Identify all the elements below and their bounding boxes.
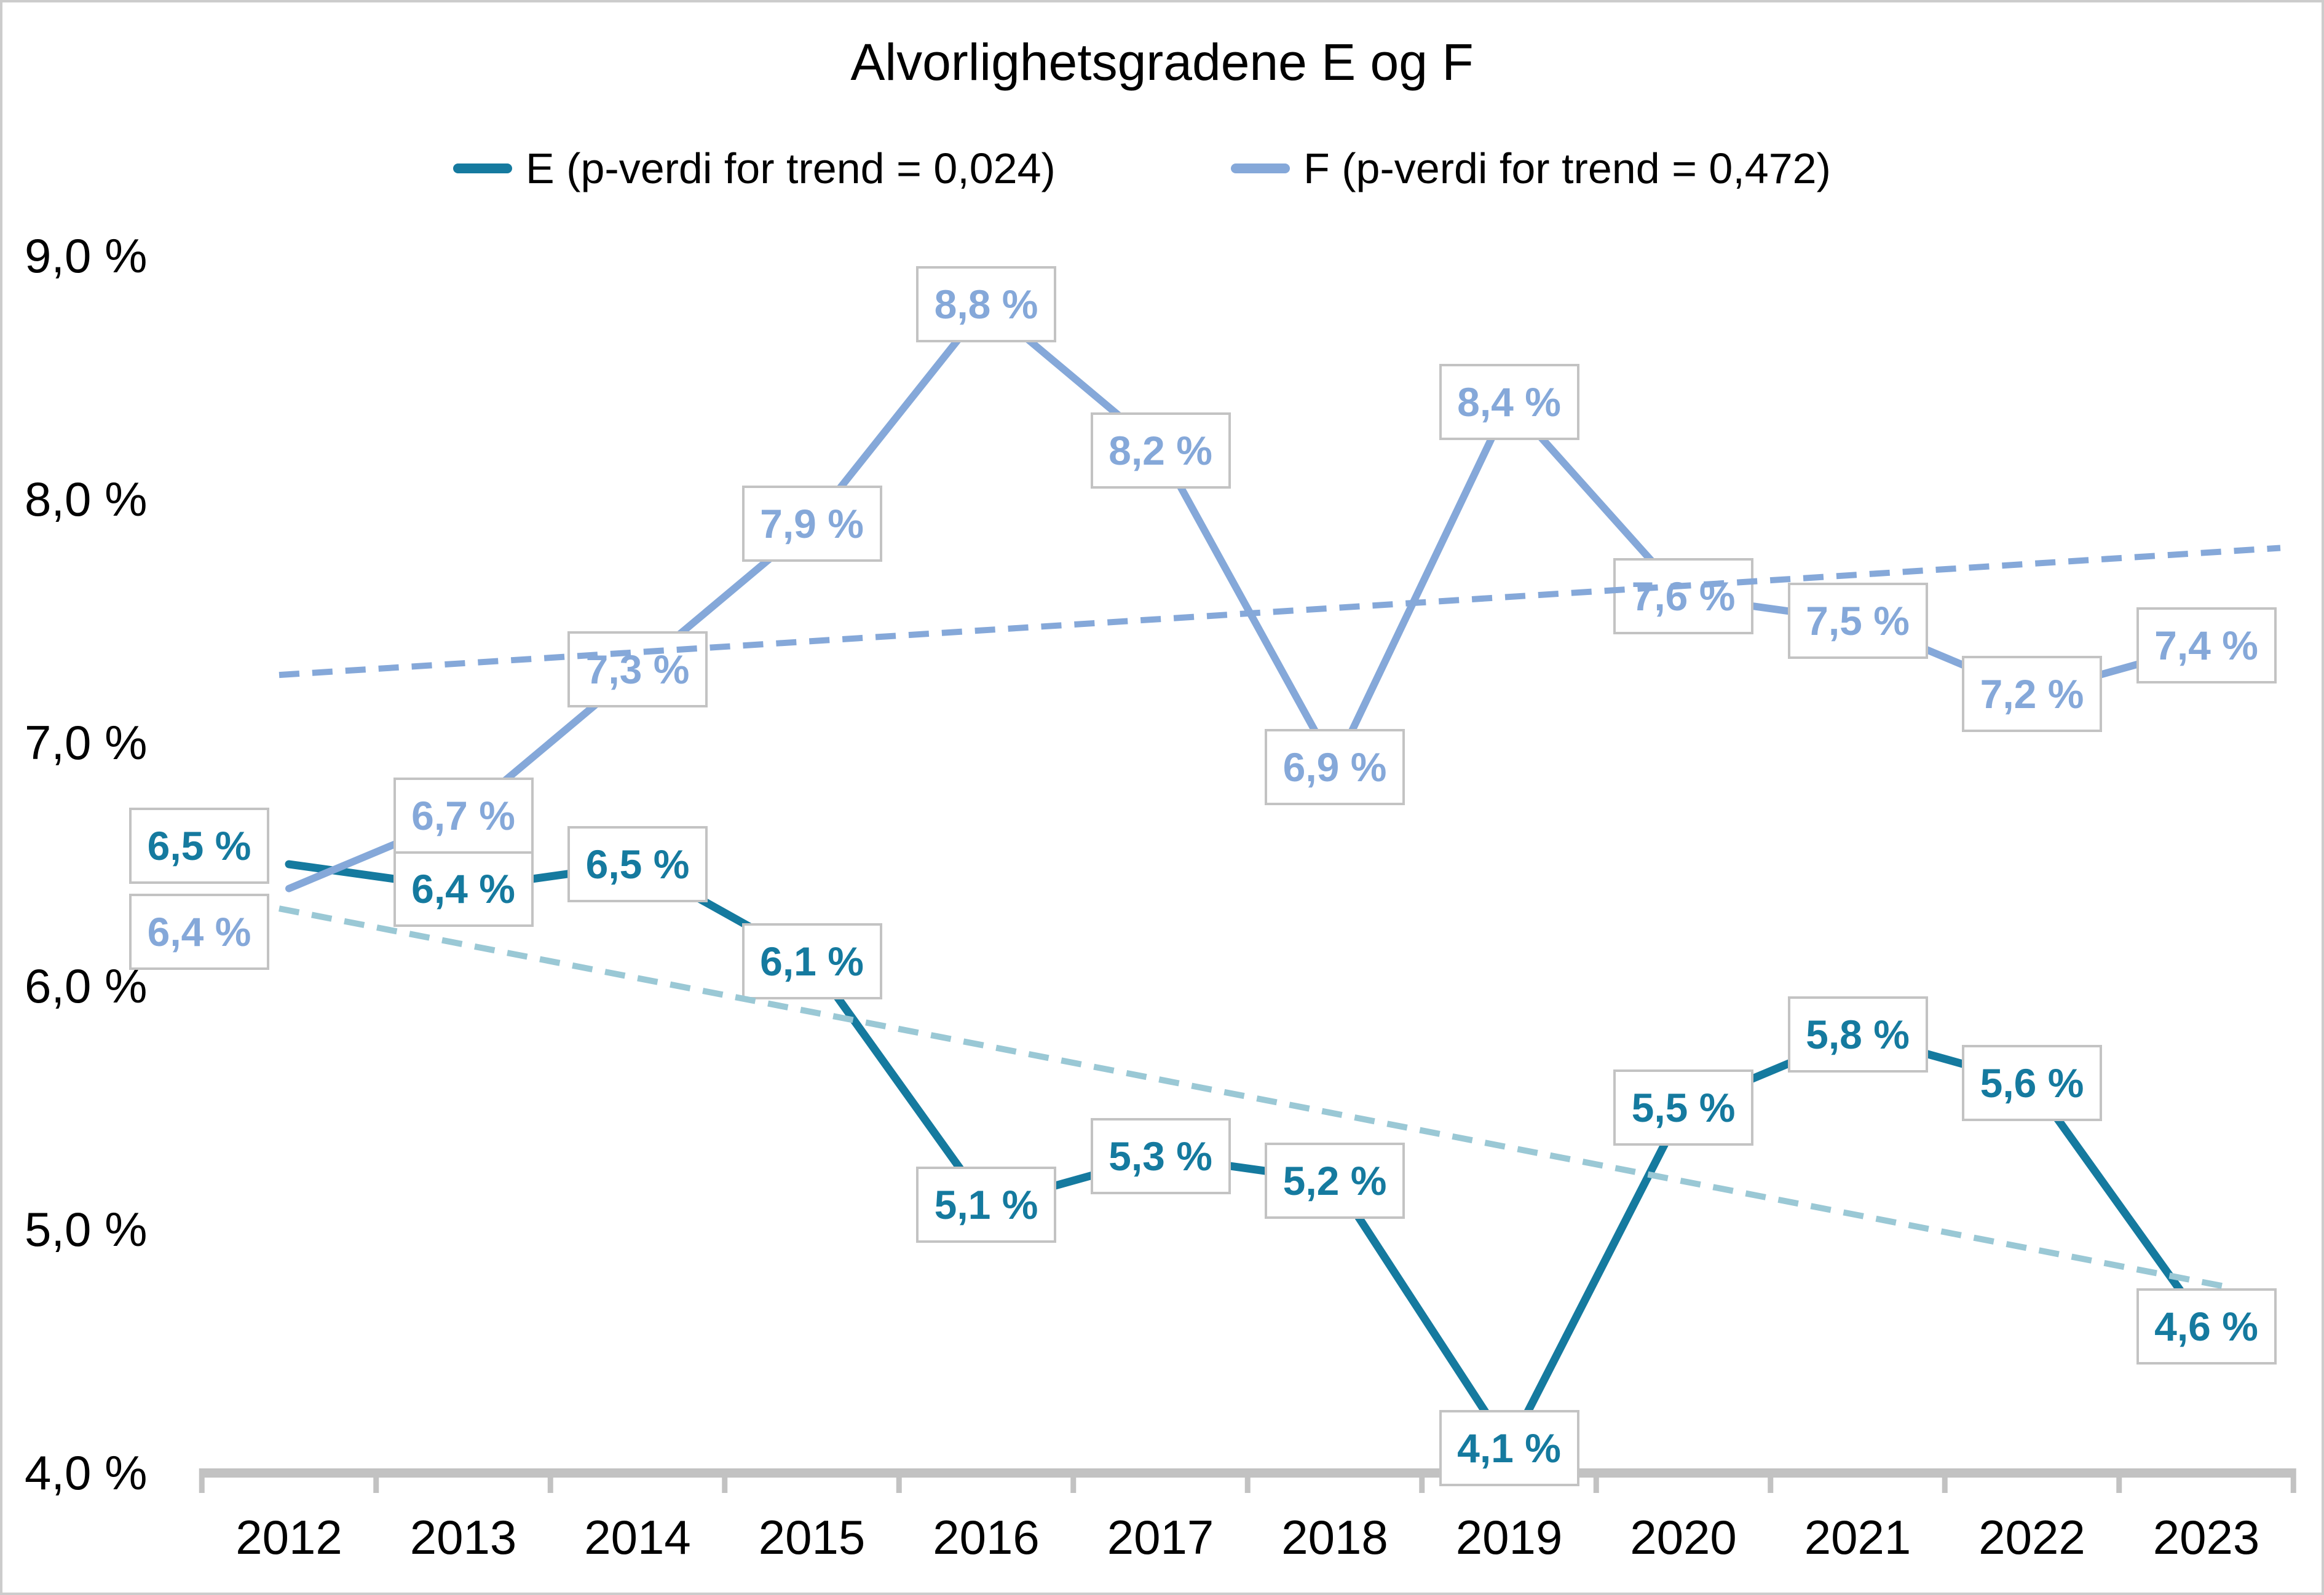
data-label-text: 6,4 % (411, 865, 515, 912)
x-axis-label: 2013 (409, 1510, 517, 1564)
data-label-e-2023: 4,6 % (2136, 1288, 2277, 1365)
data-label-text: 7,2 % (1980, 671, 2084, 717)
legend-item-e: E (p-verdi for trend = 0,024) (453, 139, 1056, 198)
x-axis-label: 2015 (758, 1510, 866, 1564)
x-axis-tick (722, 1468, 728, 1493)
data-label-f-2021: 7,5 % (1787, 583, 1928, 659)
data-label-text: 6,9 % (1283, 744, 1387, 790)
data-label-f-2023: 7,4 % (2136, 607, 2277, 683)
x-axis-tick (896, 1468, 902, 1493)
data-label-f-2019: 8,4 % (1439, 363, 1579, 440)
x-axis-tick (1419, 1468, 1425, 1493)
x-axis-tick (2290, 1468, 2296, 1493)
data-label-text: 5,5 % (1631, 1085, 1736, 1130)
x-axis-tick (1942, 1468, 1948, 1493)
data-label-text: 6,5 % (147, 823, 251, 868)
data-label-text: 5,3 % (1109, 1133, 1212, 1180)
legend-label-f: F (p-verdi for trend = 0,472) (1303, 144, 1831, 192)
x-axis-label: 2021 (1804, 1510, 1911, 1564)
data-label-f-2015: 7,9 % (741, 485, 882, 562)
data-label-f-2016: 8,8 % (916, 266, 1056, 343)
data-label-f-2018: 6,9 % (1265, 728, 1405, 805)
x-axis-label: 2012 (235, 1510, 342, 1564)
data-label-text: 6,5 % (585, 841, 690, 887)
data-label-text: 5,6 % (1980, 1060, 2084, 1106)
y-axis-label: 4,0 % (25, 1445, 148, 1500)
legend-item-f: F (p-verdi for trend = 0,472) (1231, 139, 1831, 198)
y-axis-label: 5,0 % (25, 1202, 148, 1256)
y-axis-label: 9,0 % (25, 228, 148, 283)
legend-swatch-e-line (453, 163, 512, 173)
data-label-text: 8,4 % (1457, 379, 1561, 425)
data-label-e-2022: 5,6 % (1962, 1045, 2102, 1122)
x-axis-label: 2017 (1107, 1510, 1214, 1564)
data-label-e-2016: 5,1 % (916, 1167, 1056, 1243)
data-label-e-2021: 5,8 % (1787, 996, 1928, 1073)
data-label-text: 5,8 % (1806, 1012, 1910, 1058)
data-label-e-2020: 5,5 % (1613, 1069, 1753, 1146)
data-label-text: 5,1 % (934, 1182, 1038, 1228)
data-label-text: 4,6 % (2154, 1304, 2258, 1350)
x-axis-tick (547, 1468, 553, 1493)
x-axis-label: 2022 (1978, 1510, 2085, 1564)
data-label-text: 5,2 % (1283, 1157, 1387, 1203)
data-label-text: 8,2 % (1109, 427, 1212, 473)
x-axis-tick (1244, 1468, 1251, 1493)
y-axis-label: 7,0 % (25, 715, 148, 770)
data-label-text: 6,1 % (760, 939, 864, 985)
data-label-text: 7,6 % (1631, 573, 1736, 620)
x-axis-label: 2020 (1630, 1510, 1737, 1564)
x-axis-tick (373, 1468, 379, 1493)
x-axis-tick (1593, 1468, 1599, 1493)
data-label-f-2012: 6,4 % (129, 893, 269, 970)
data-label-e-2012: 6,5 % (129, 808, 269, 884)
x-axis-label: 2014 (584, 1510, 691, 1564)
x-axis-label: 2016 (933, 1510, 1040, 1564)
legend-swatch-f-line (1231, 163, 1290, 173)
data-label-f-2014: 7,3 % (567, 631, 708, 708)
x-axis-tick (2116, 1468, 2122, 1493)
data-label-e-2018: 5,2 % (1265, 1142, 1405, 1219)
x-axis-tick (1070, 1468, 1077, 1493)
data-label-text: 8,8 % (934, 282, 1038, 328)
x-axis-label: 2018 (1281, 1510, 1388, 1564)
data-label-text: 7,3 % (585, 647, 690, 693)
data-label-f-2017: 8,2 % (1090, 412, 1231, 489)
data-label-text: 6,7 % (411, 792, 515, 838)
data-label-text: 7,4 % (2154, 622, 2258, 668)
data-label-text: 4,1 % (1457, 1425, 1561, 1471)
x-axis-tick (1768, 1468, 1774, 1493)
x-axis-tick (199, 1468, 205, 1493)
data-label-f-2013: 6,7 % (393, 777, 534, 854)
data-label-e-2014: 6,5 % (567, 826, 708, 902)
data-label-text: 6,4 % (147, 908, 251, 955)
data-label-e-2015: 6,1 % (741, 923, 882, 1000)
data-label-e-2013: 6,4 % (393, 850, 534, 927)
x-axis-label: 2019 (1455, 1510, 1563, 1564)
data-label-text: 7,5 % (1806, 598, 1910, 644)
data-label-e-2017: 5,3 % (1090, 1118, 1231, 1195)
y-axis-label: 6,0 % (25, 958, 148, 1013)
x-axis-label: 2023 (2152, 1510, 2260, 1564)
data-label-text: 7,9 % (760, 500, 864, 546)
y-axis-label: 8,0 % (25, 471, 148, 526)
data-label-f-2022: 7,2 % (1962, 655, 2102, 732)
chart-title: Alvorlighetsgradene E og F (850, 33, 1474, 91)
data-label-f-2020: 7,6 % (1613, 558, 1753, 635)
data-label-e-2019: 4,1 % (1439, 1410, 1579, 1487)
legend-label-e: E (p-verdi for trend = 0,024) (526, 144, 1056, 192)
